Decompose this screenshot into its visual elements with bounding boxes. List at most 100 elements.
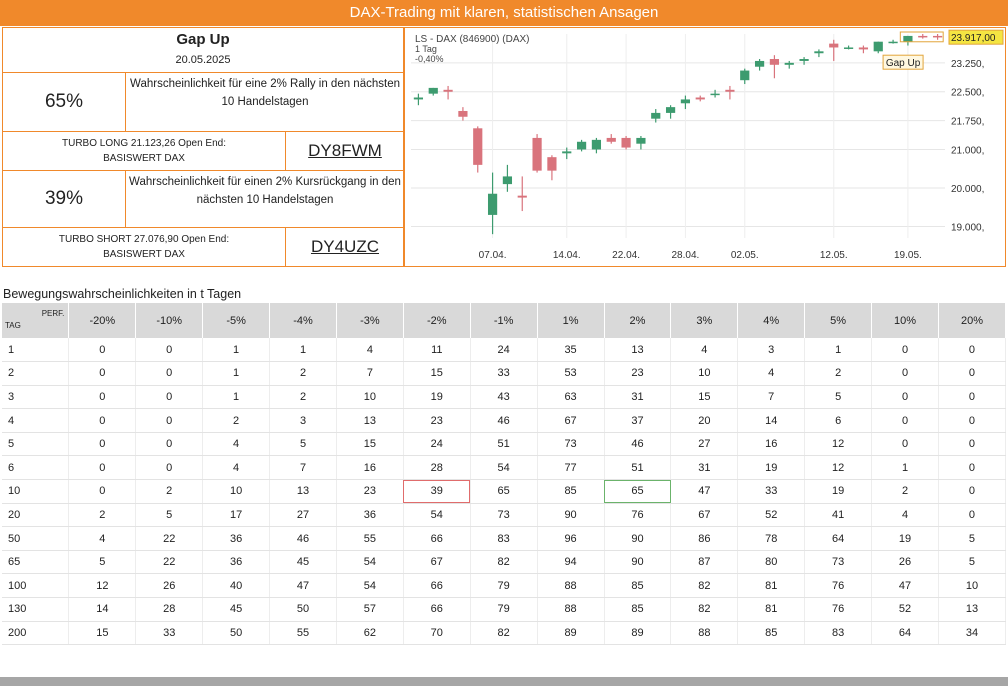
probability-cell: 82 — [670, 597, 739, 622]
candle-body — [799, 59, 809, 61]
row-tag-cell: 5 — [2, 432, 70, 457]
probability-cell: 1 — [871, 455, 939, 481]
probability-cell: 14 — [737, 408, 806, 433]
y-tick-label: 22.500, — [951, 88, 984, 99]
candle-body — [918, 35, 928, 38]
probability-cell: 0 — [135, 385, 204, 410]
probability-cell: 10 — [938, 573, 1007, 599]
probability-cell: 33 — [135, 621, 204, 646]
probability-cell: 16 — [336, 455, 404, 481]
candle-body — [502, 176, 513, 185]
candle-body — [606, 137, 616, 142]
probability-cell: 35 — [537, 338, 605, 363]
probability-cell: 7 — [336, 361, 404, 386]
probability-cell: 39 — [403, 479, 471, 504]
signal-title: Gap Up — [176, 31, 230, 48]
probability-cell: 40 — [202, 573, 271, 599]
probability-cell: 15 — [670, 385, 739, 410]
probability-cell: 13 — [336, 408, 404, 433]
row-tag-cell: 20 — [2, 503, 70, 528]
probability-cell: 90 — [604, 550, 672, 575]
candle-body — [562, 151, 572, 154]
table-row: 100 12 26 40 47 54 66 79 88 85 82 81 76 47 10 — [2, 573, 1007, 599]
probability-cell: 2 — [269, 361, 337, 386]
probability-cell: 7 — [737, 385, 806, 410]
candle-body — [858, 47, 869, 50]
probability-cell: 89 — [604, 621, 672, 646]
probability-cell: 65 — [604, 479, 672, 504]
probability-cell: 2 — [135, 479, 204, 504]
column-header: -2% — [403, 303, 471, 338]
probability-cell: 54 — [403, 503, 471, 528]
short-turbo-row: TURBO SHORT 27.076,90 Open End: BASISWER… — [3, 228, 403, 266]
last-price-badge — [948, 29, 1004, 45]
probability-cell: 0 — [135, 455, 204, 481]
probability-cell: 5 — [938, 526, 1007, 551]
probability-cell: 0 — [938, 432, 1007, 457]
probability-cell: 4 — [871, 503, 939, 528]
probability-cell: 50 — [202, 621, 271, 646]
signal-info-panel: Gap Up 20.05.2025 65% Wahrscheinlichkeit… — [2, 27, 404, 267]
column-header: -10% — [135, 303, 204, 338]
row-tag-cell: 1 — [2, 338, 70, 363]
y-tick-label: 23.250, — [951, 59, 984, 70]
candle-body — [740, 70, 750, 81]
probability-cell: 17 — [202, 503, 271, 528]
candle-body — [665, 107, 676, 113]
probability-cell: 3 — [737, 338, 806, 363]
long-turbo-code-link[interactable]: DY8FWM — [308, 141, 382, 160]
probability-cell: 27 — [670, 432, 739, 457]
probability-cell: 24 — [403, 432, 471, 457]
long-turbo-text: TURBO LONG 21.123,26 Open End: BASISWERT… — [3, 136, 285, 166]
probability-cell: 85 — [604, 573, 672, 599]
table-row: 2 0 0 1 2 7 15 33 53 23 10 4 2 0 0 — [2, 361, 1007, 386]
probability-cell: 81 — [737, 597, 806, 622]
probability-cell: 79 — [470, 597, 538, 622]
row-tag-cell: 50 — [2, 526, 70, 551]
probability-cell: 90 — [604, 526, 672, 551]
probability-cell: 2 — [871, 479, 939, 504]
probability-cell: 0 — [871, 361, 939, 386]
probability-cell: 4 — [336, 338, 404, 363]
probability-cell: 5 — [68, 550, 137, 575]
probability-cell: 96 — [537, 526, 605, 551]
probability-cell: 82 — [470, 621, 538, 646]
probability-cell: 67 — [537, 408, 605, 433]
probability-cell: 15 — [336, 432, 404, 457]
probability-cell: 4 — [670, 338, 739, 363]
candle-body — [754, 60, 765, 67]
short-turbo-basis: BASISWERT DAX — [103, 249, 185, 260]
column-header: 1% — [537, 303, 605, 338]
table-row: 6 0 0 4 7 16 28 54 77 51 31 19 12 1 0 — [2, 455, 1007, 481]
probability-cell: 28 — [403, 455, 471, 481]
probability-cell: 24 — [470, 338, 538, 363]
probability-cell: 1 — [202, 385, 271, 410]
candle-body — [695, 97, 705, 100]
short-turbo-code-link[interactable]: DY4UZC — [310, 237, 379, 256]
probability-cell: 66 — [403, 597, 471, 622]
probability-cell: 51 — [604, 455, 672, 481]
probability-cell: 88 — [670, 621, 739, 646]
probability-cell: 1 — [269, 338, 337, 363]
table-row: 20 2 5 17 27 36 54 73 90 76 67 52 41 4 0 — [2, 503, 1007, 528]
long-turbo-row: TURBO LONG 21.123,26 Open End: BASISWERT… — [3, 132, 403, 171]
probability-cell: 0 — [938, 455, 1007, 481]
probability-cell: 83 — [804, 621, 873, 646]
probability-cell: 66 — [403, 526, 471, 551]
probability-cell: 50 — [269, 597, 337, 622]
x-tick-label: 22.04. — [612, 250, 640, 261]
probability-cell: 0 — [135, 432, 204, 457]
x-tick-label: 28.04. — [672, 250, 700, 261]
column-header: 2% — [604, 303, 672, 338]
probability-cell: 5 — [938, 550, 1007, 575]
candle-body — [710, 93, 720, 96]
probability-cell: 65 — [470, 479, 538, 504]
candle-body — [784, 62, 794, 65]
long-turbo-basis: BASISWERT DAX — [103, 153, 185, 164]
probability-cell: 36 — [202, 526, 271, 551]
probability-cell: 70 — [403, 621, 471, 646]
probability-cell: 15 — [403, 361, 471, 386]
probability-cell: 54 — [470, 455, 538, 481]
probability-cell: 36 — [202, 550, 271, 575]
row-tag-cell: 200 — [2, 621, 70, 646]
